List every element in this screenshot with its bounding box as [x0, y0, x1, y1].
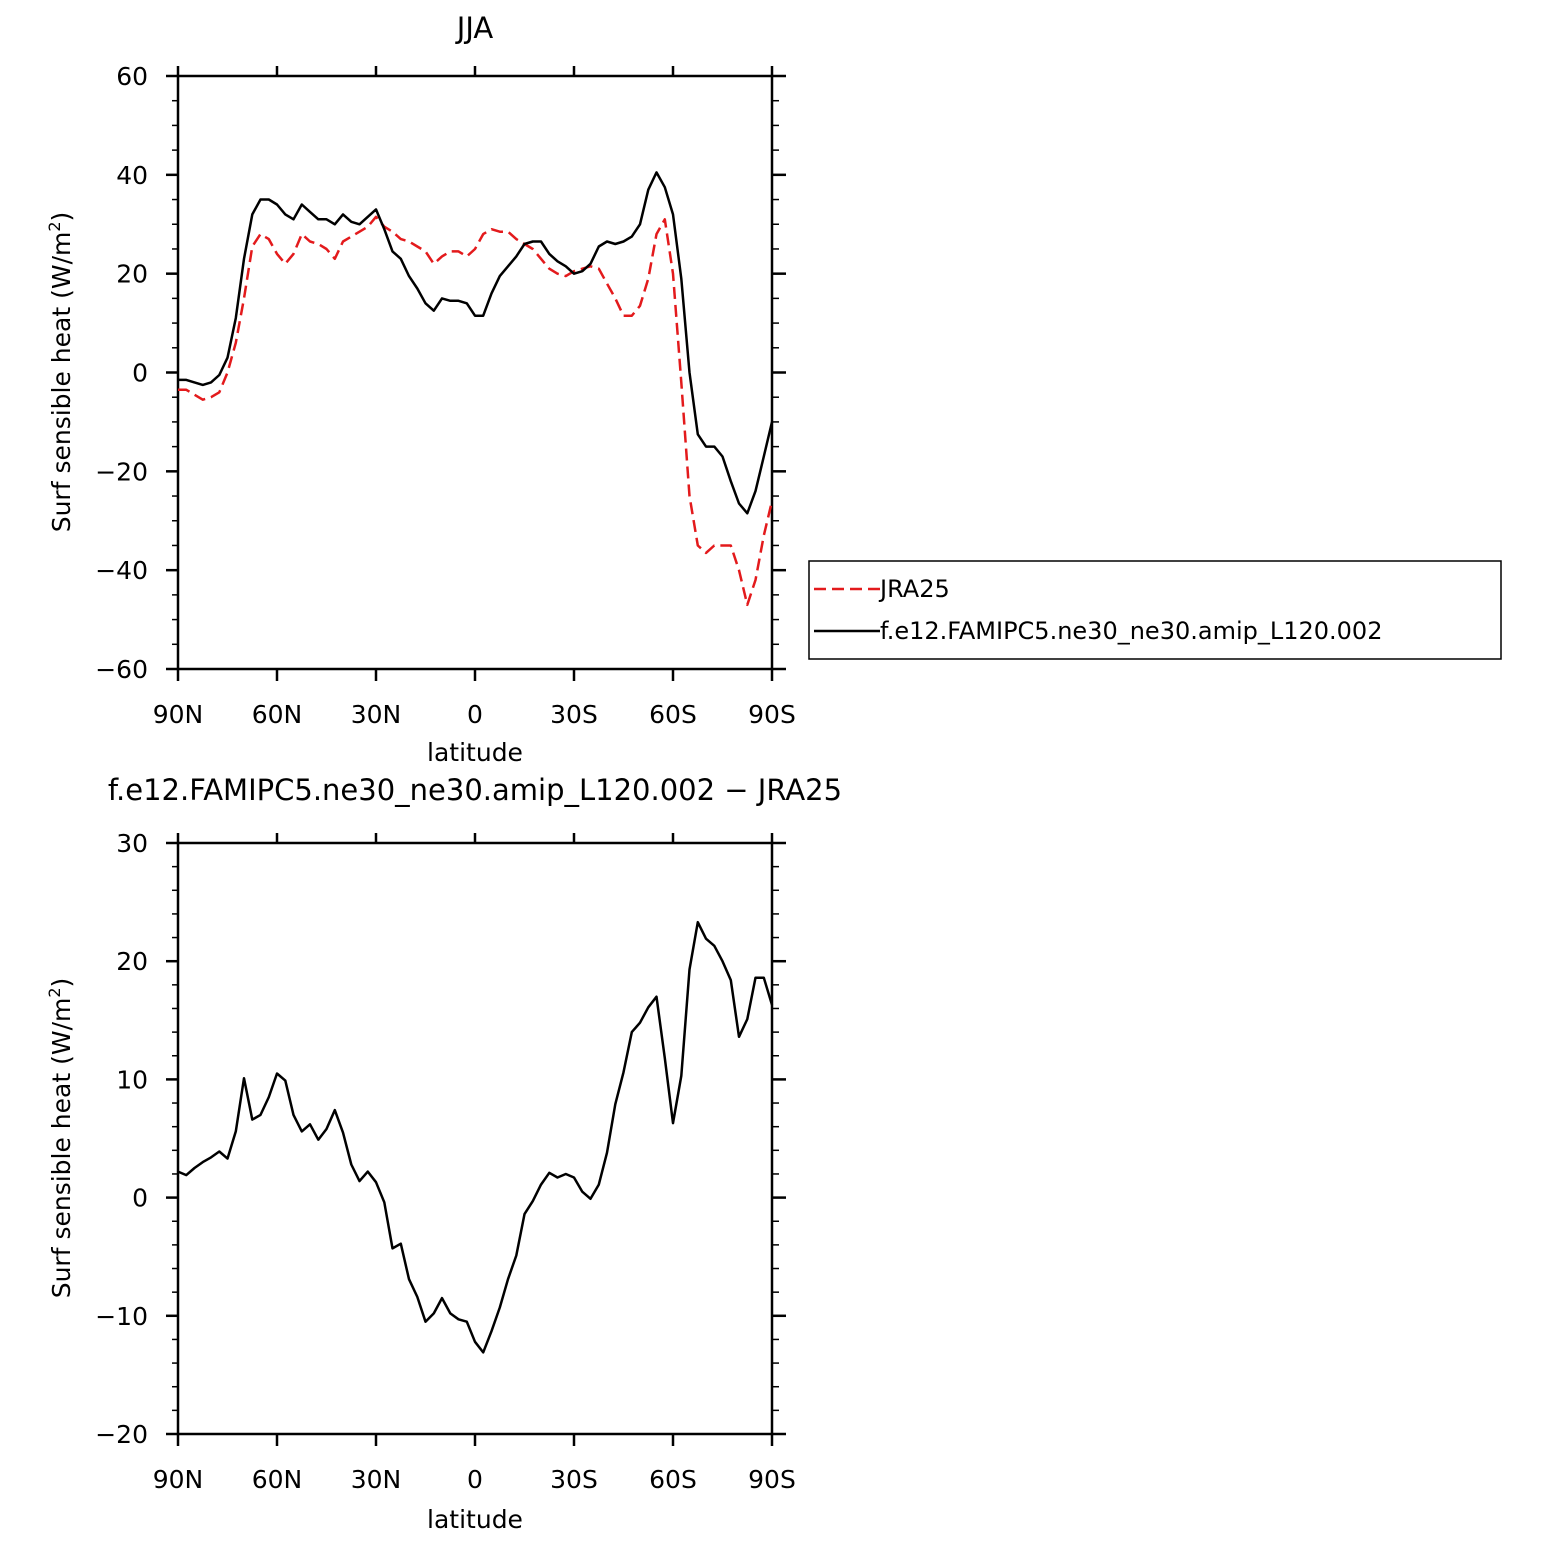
- bottom-y-tick-label: 20: [116, 947, 148, 976]
- top-x-tick-label: 30N: [351, 700, 402, 729]
- bottom-plot-frame: [176, 841, 774, 1436]
- legend-label-jra25: JRA25: [878, 575, 950, 603]
- top-y-tick-label: −40: [95, 556, 148, 585]
- bottom-y-tick-label: 30: [116, 829, 148, 858]
- top-x-tick-label: 60N: [252, 700, 303, 729]
- bottom-x-axis-label: latitude: [427, 1505, 523, 1534]
- top-x-tick-label: 60S: [649, 700, 697, 729]
- top-y-tick-label: 20: [116, 260, 148, 289]
- top-x-tick-label: 30S: [550, 700, 598, 729]
- bottom-y-tick-label: −10: [95, 1302, 148, 1331]
- bottom-x-tick-label: 0: [467, 1465, 483, 1494]
- top-y-tick-label: −60: [95, 655, 148, 684]
- bottom-y-axis-label: Surf sensible heat (W/m2): [45, 978, 76, 1299]
- bottom-series: [177, 920, 774, 1354]
- bottom-ticks: −20 −10 0 10 20 30 90N 60N 30N 0 30S 60S 90S: [95, 829, 796, 1494]
- top-x-tick-label: 90N: [153, 700, 204, 729]
- top-y-axis-label-sup: 2: [45, 221, 64, 231]
- bottom-y-axis-label-sup: 2: [45, 987, 64, 997]
- top-series-line-1: [178, 171, 774, 515]
- top-series-line-0: [178, 215, 774, 607]
- top-x-tick-label: 0: [467, 700, 483, 729]
- bottom-y-axis-label-main: Surf sensible heat (W/m: [47, 998, 76, 1299]
- top-series: [178, 171, 774, 607]
- top-y-tick-label: −20: [95, 457, 148, 486]
- bottom-y-tick-label: 0: [132, 1184, 148, 1213]
- top-ticks: −60 −40 −20 0 20 40 60 90N 60N 30N 0 30S 60S 90S: [95, 62, 796, 729]
- bottom-series-line-0: [177, 920, 774, 1354]
- bottom-x-tick-label: 60S: [649, 1465, 697, 1494]
- bottom-y-tick-label: 10: [116, 1065, 148, 1094]
- bottom-x-tick-label: 30N: [351, 1465, 402, 1494]
- bottom-x-tick-label: 60N: [252, 1465, 303, 1494]
- bottom-y-tick-label: −20: [95, 1420, 148, 1449]
- top-plot-frame: [176, 74, 774, 671]
- top-y-axis-label-end: ): [47, 212, 76, 222]
- bottom-x-tick-label: 90N: [153, 1465, 204, 1494]
- top-x-tick-label: 90S: [748, 700, 796, 729]
- bottom-y-axis-label-end: ): [47, 978, 76, 988]
- top-y-tick-label: 40: [116, 161, 148, 190]
- top-y-axis-label: Surf sensible heat (W/m2): [45, 212, 76, 533]
- top-y-tick-label: 0: [132, 359, 148, 388]
- legend: JRA25 f.e12.FAMIPC5.ne30_ne30.amip_L120.…: [808, 560, 1502, 660]
- bottom-chart-title: f.e12.FAMIPC5.ne30_ne30.amip_L120.002 − …: [108, 773, 842, 807]
- bottom-x-tick-label: 30S: [550, 1465, 598, 1494]
- legend-box: [808, 560, 1502, 660]
- top-y-axis-label-main: Surf sensible heat (W/m: [47, 232, 76, 533]
- top-chart-title: JJA: [455, 11, 494, 45]
- top-x-axis-label: latitude: [427, 738, 523, 767]
- legend-label-model: f.e12.FAMIPC5.ne30_ne30.amip_L120.002: [880, 617, 1382, 645]
- bottom-x-tick-label: 90S: [748, 1465, 796, 1494]
- top-y-tick-label: 60: [116, 62, 148, 91]
- bottom-panel: f.e12.FAMIPC5.ne30_ne30.amip_L120.002 − …: [45, 773, 842, 1534]
